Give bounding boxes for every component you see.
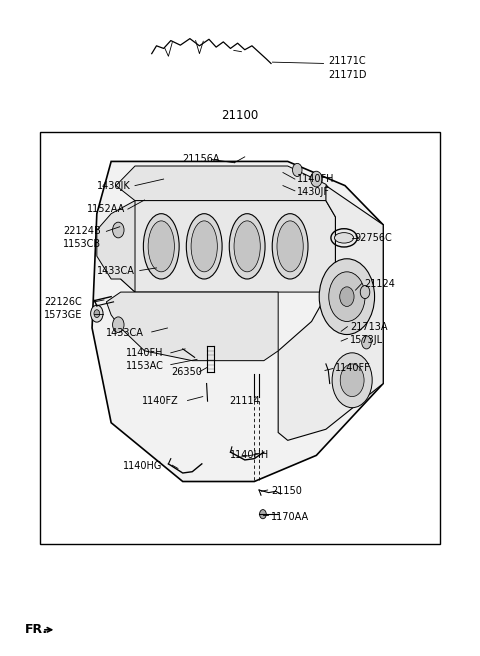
Text: 1573GE: 1573GE <box>44 310 83 320</box>
Text: 22126C: 22126C <box>44 297 82 307</box>
Text: 1433CA: 1433CA <box>97 266 135 276</box>
Text: 1430JF: 1430JF <box>297 187 330 197</box>
Polygon shape <box>97 201 135 292</box>
Text: 21156A: 21156A <box>183 154 220 165</box>
Circle shape <box>260 510 266 519</box>
Ellipse shape <box>186 214 222 279</box>
Ellipse shape <box>272 214 308 279</box>
Text: 92756C: 92756C <box>355 233 392 243</box>
Text: 1433CA: 1433CA <box>107 328 144 338</box>
Circle shape <box>113 222 124 238</box>
Polygon shape <box>120 201 336 292</box>
Circle shape <box>113 317 124 333</box>
Circle shape <box>319 258 374 335</box>
Polygon shape <box>92 161 383 482</box>
Polygon shape <box>116 166 336 201</box>
Circle shape <box>362 336 371 349</box>
Text: 21114: 21114 <box>229 396 260 406</box>
Text: 21124: 21124 <box>364 279 395 289</box>
Text: 1140FZ: 1140FZ <box>142 396 179 406</box>
Ellipse shape <box>234 221 260 272</box>
Text: 1140HG: 1140HG <box>123 461 162 472</box>
Text: 21100: 21100 <box>221 110 259 122</box>
Ellipse shape <box>277 221 303 272</box>
Circle shape <box>360 285 370 298</box>
Ellipse shape <box>148 221 174 272</box>
Polygon shape <box>107 292 278 361</box>
Circle shape <box>91 305 103 322</box>
Circle shape <box>332 353 372 407</box>
Circle shape <box>340 287 354 306</box>
Text: 21713A: 21713A <box>350 321 387 332</box>
Text: 1153AC: 1153AC <box>125 361 163 371</box>
Ellipse shape <box>335 233 354 243</box>
Circle shape <box>94 310 100 318</box>
Text: 1170AA: 1170AA <box>271 512 309 522</box>
Circle shape <box>292 163 302 176</box>
Circle shape <box>340 364 364 397</box>
Polygon shape <box>278 186 383 440</box>
Text: 21171D: 21171D <box>328 70 367 79</box>
Text: 21150: 21150 <box>271 486 302 497</box>
Ellipse shape <box>229 214 265 279</box>
Ellipse shape <box>144 214 179 279</box>
Text: 26350: 26350 <box>171 367 202 377</box>
Text: 1153CB: 1153CB <box>63 239 102 249</box>
Text: 1140FF: 1140FF <box>336 363 371 373</box>
Text: 1430JK: 1430JK <box>97 180 131 191</box>
Text: 1573JL: 1573JL <box>350 335 383 345</box>
Bar <box>39 132 441 544</box>
Ellipse shape <box>191 221 217 272</box>
Text: FR.: FR. <box>25 623 48 636</box>
Circle shape <box>329 272 365 321</box>
Text: 1152AA: 1152AA <box>87 204 126 214</box>
Text: 1140FH: 1140FH <box>125 348 163 358</box>
Text: 1140HH: 1140HH <box>229 451 269 461</box>
Circle shape <box>311 171 322 187</box>
Text: 1140FH: 1140FH <box>297 174 335 184</box>
Text: 22124B: 22124B <box>63 226 101 236</box>
Text: 21171C: 21171C <box>328 56 366 66</box>
